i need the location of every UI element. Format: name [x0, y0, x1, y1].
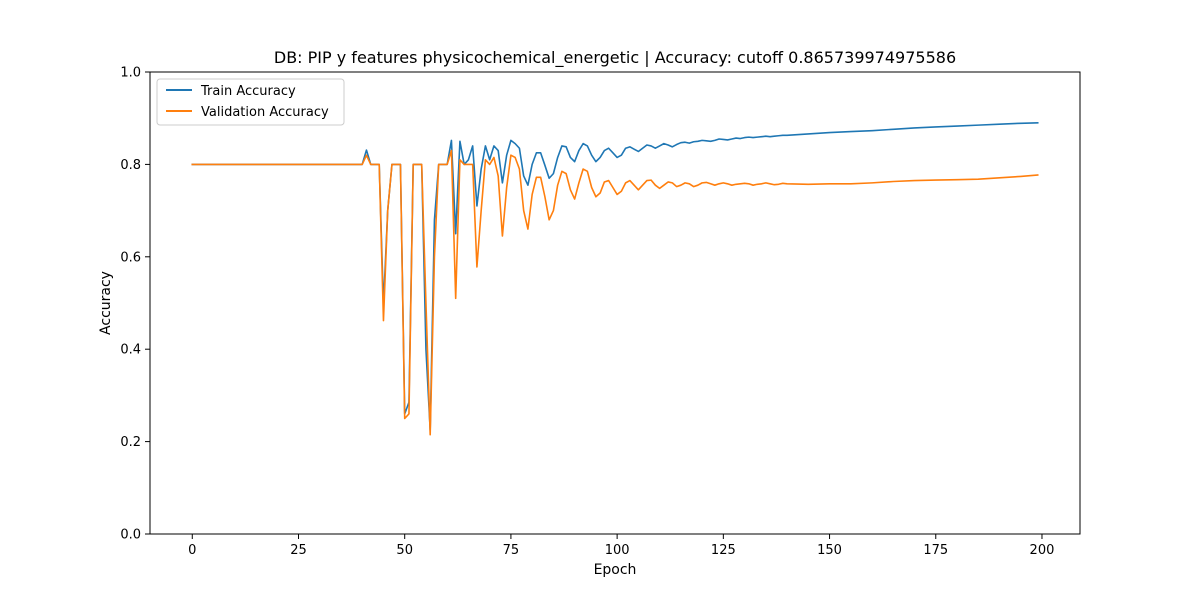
legend-label-train: Train Accuracy: [200, 84, 296, 99]
y-tick-label: 1.0: [120, 66, 141, 81]
series-layer: [191, 121, 1039, 436]
x-axis: 0 25 50 75 100 125 150 175 200: [188, 534, 1054, 558]
x-tick-label: 25: [290, 543, 307, 558]
y-tick-label: 0.6: [120, 250, 141, 265]
x-tick-label: 200: [1030, 543, 1055, 558]
x-tick-label: 0: [188, 543, 196, 558]
x-tick-label: 175: [923, 543, 948, 558]
plot-area: [149, 71, 1081, 535]
train-accuracy-line: [191, 121, 1039, 431]
x-axis-label: Epoch: [594, 562, 637, 578]
y-tick-label: 0.0: [120, 528, 141, 543]
legend-label-validation: Validation Accuracy: [201, 105, 329, 120]
y-axis-label: Accuracy: [98, 271, 114, 335]
y-tick-label: 0.8: [120, 158, 141, 173]
y-tick-label: 0.4: [120, 343, 141, 358]
legend: Train Accuracy Validation Accuracy: [156, 78, 345, 126]
axes-frame: [149, 71, 1081, 535]
chart-title: DB: PIP y features physicochemical_energ…: [274, 48, 956, 68]
x-tick-label: 75: [503, 543, 520, 558]
x-tick-label: 150: [817, 543, 842, 558]
validation-accuracy-line: [191, 149, 1039, 436]
legend-box: [156, 78, 345, 126]
x-tick-label: 125: [711, 543, 736, 558]
y-axis: 0.0 0.2 0.4 0.6 0.8 1.0: [120, 66, 150, 543]
y-tick-label: 0.2: [120, 435, 141, 450]
x-tick-label: 50: [396, 543, 413, 558]
x-tick-label: 100: [605, 543, 630, 558]
